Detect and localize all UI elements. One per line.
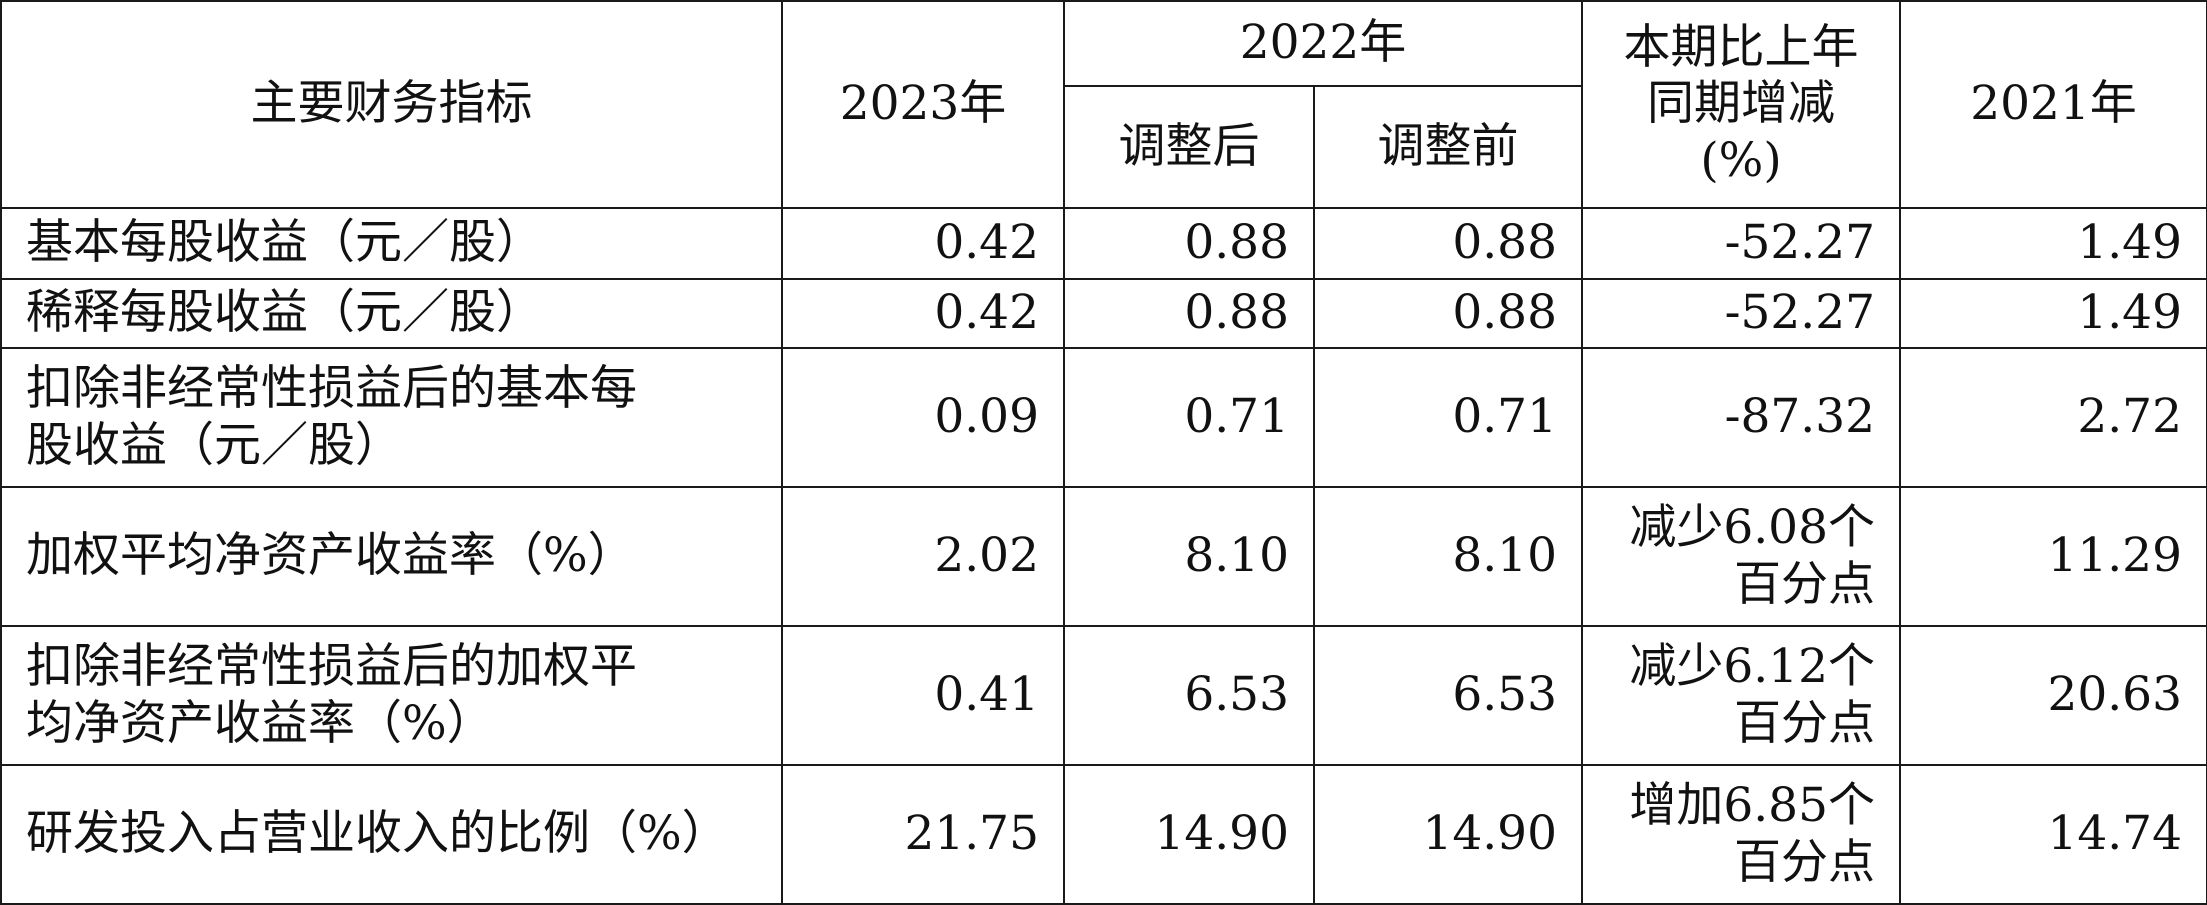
header-indicator: 主要财务指标 (0, 0, 783, 209)
table-row: 扣除非经常性损益后的加权平 均净资产收益率（%） 0.41 6.53 6.53 减… (0, 625, 2207, 766)
table-row: 研发投入占营业收入的比例（%） 21.75 14.90 14.90 增加6.85… (0, 764, 2207, 905)
cell-2023: 2.02 (781, 486, 1065, 627)
cell-2023: 0.42 (781, 207, 1065, 280)
cell-change: 减少6.08个 百分点 (1581, 486, 1901, 627)
row-name: 加权平均净资产收益率（%） (0, 486, 783, 627)
cell-2022-after: 0.88 (1063, 278, 1315, 349)
cell-2021: 1.49 (1899, 278, 2207, 349)
cell-2022-before: 0.88 (1313, 207, 1583, 280)
header-2023: 2023年 (781, 0, 1065, 209)
row-name: 研发投入占营业收入的比例（%） (0, 764, 783, 905)
cell-2022-after: 8.10 (1063, 486, 1315, 627)
cell-2022-after: 14.90 (1063, 764, 1315, 905)
table-row: 稀释每股收益（元／股） 0.42 0.88 0.88 -52.27 1.49 (0, 278, 2207, 349)
header-2022-adjusted-before: 调整前 (1313, 85, 1583, 209)
cell-2022-after: 0.71 (1063, 347, 1315, 488)
header-2021: 2021年 (1899, 0, 2207, 209)
cell-2023: 0.41 (781, 625, 1065, 766)
cell-2023: 0.42 (781, 278, 1065, 349)
row-name: 扣除非经常性损益后的基本每 股收益（元／股） (0, 347, 783, 488)
cell-2021: 1.49 (1899, 207, 2207, 280)
cell-2021: 11.29 (1899, 486, 2207, 627)
table-row: 扣除非经常性损益后的基本每 股收益（元／股） 0.09 0.71 0.71 -87… (0, 347, 2207, 488)
cell-2022-before: 8.10 (1313, 486, 1583, 627)
cell-2021: 14.74 (1899, 764, 2207, 905)
cell-2022-before: 0.71 (1313, 347, 1583, 488)
cell-2022-before: 6.53 (1313, 625, 1583, 766)
cell-2022-after: 6.53 (1063, 625, 1315, 766)
header-change-line1: 本期比上年 (1623, 19, 1859, 75)
cell-change: 增加6.85个 百分点 (1581, 764, 1901, 905)
cell-2023: 21.75 (781, 764, 1065, 905)
cell-2021: 20.63 (1899, 625, 2207, 766)
header-2022-adjusted-after: 调整后 (1063, 85, 1315, 209)
cell-2022-after: 0.88 (1063, 207, 1315, 280)
cell-2022-before: 0.88 (1313, 278, 1583, 349)
row-name: 稀释每股收益（元／股） (0, 278, 783, 349)
row-name: 基本每股收益（元／股） (0, 207, 783, 280)
cell-change: 减少6.12个 百分点 (1581, 625, 1901, 766)
header-change-line3: (%) (1700, 132, 1782, 188)
cell-2021: 2.72 (1899, 347, 2207, 488)
table-row: 加权平均净资产收益率（%） 2.02 8.10 8.10 减少6.08个 百分点 … (0, 486, 2207, 627)
header-change-line2: 同期增减 (1647, 76, 1835, 132)
header-2022: 2022年 (1063, 0, 1583, 87)
cell-2022-before: 14.90 (1313, 764, 1583, 905)
cell-change: -87.32 (1581, 347, 1901, 488)
cell-change: -52.27 (1581, 278, 1901, 349)
cell-2023: 0.09 (781, 347, 1065, 488)
row-name: 扣除非经常性损益后的加权平 均净资产收益率（%） (0, 625, 783, 766)
cell-change: -52.27 (1581, 207, 1901, 280)
table-row: 基本每股收益（元／股） 0.42 0.88 0.88 -52.27 1.49 (0, 207, 2207, 280)
header-change: 本期比上年 同期增减 (%) (1581, 0, 1901, 209)
